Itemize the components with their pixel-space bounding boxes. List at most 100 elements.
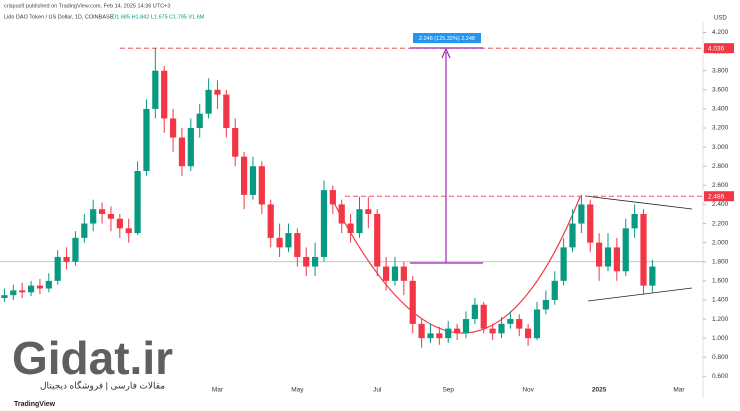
candle-body: [365, 209, 372, 214]
candle-body: [613, 247, 620, 272]
y-tick-label: 2.000: [712, 239, 729, 246]
arrow-head: [441, 47, 451, 59]
candle-body: [161, 70, 168, 119]
candle-body: [409, 280, 416, 324]
y-tick-label: 3.800: [712, 67, 729, 74]
candle-body: [622, 228, 629, 272]
candle-body: [196, 113, 203, 129]
candle-body: [240, 156, 248, 195]
candle-body: [249, 166, 257, 195]
x-tick-label: May: [291, 387, 304, 394]
y-tick-label: 1.000: [712, 335, 729, 342]
ohlc-text: O1.685 H1.842 L1.675 C1.795 V1.6M: [112, 14, 205, 20]
candle-body: [649, 266, 656, 286]
x-tick-label: Mar: [212, 387, 224, 394]
y-tick-label: 1.800: [712, 258, 729, 265]
price-tag: [704, 43, 734, 54]
candle-body: [320, 190, 328, 257]
price-tag-label: 4.036: [708, 45, 725, 52]
measure-label: 2.248 (125.32%) 2.248: [419, 36, 475, 42]
price-tag: [704, 191, 734, 202]
y-tick-label: 2.600: [712, 182, 729, 189]
candle-body: [54, 256, 61, 281]
logo: TradingView: [14, 401, 56, 408]
candle-body: [382, 266, 390, 281]
y-tick-label: 1.200: [712, 316, 729, 323]
candle-body: [169, 118, 177, 138]
candle-body: [391, 266, 399, 281]
x-tick-label: Sep: [442, 387, 454, 394]
candle-body: [640, 213, 647, 286]
y-tick-label: 3.400: [712, 106, 729, 113]
candle-body: [436, 333, 443, 339]
candle-body: [507, 319, 514, 324]
publisher: crispus9 published on TradingView.com, F…: [4, 3, 170, 9]
candle-body: [329, 190, 336, 205]
candle-body: [587, 204, 594, 243]
x-tick-label: 2025: [592, 387, 607, 394]
candle-body: [63, 256, 70, 262]
candle-body: [134, 171, 141, 234]
candle-body: [45, 280, 52, 289]
y-tick-label: 4.200: [712, 29, 729, 36]
x-tick-label: Jul: [373, 387, 382, 394]
candle-body: [489, 328, 496, 334]
candle-body: [356, 209, 363, 234]
candle-body: [400, 266, 407, 281]
candle-body: [596, 242, 603, 267]
candle-body: [453, 328, 461, 334]
candle-body: [125, 228, 132, 234]
candle-body: [107, 213, 115, 219]
candle-body: [152, 70, 159, 109]
candle-body: [258, 166, 265, 205]
candle-body: [19, 290, 26, 293]
candle-body: [542, 299, 549, 310]
candle-body: [90, 209, 97, 224]
candle-body: [480, 304, 487, 329]
candle-body: [578, 204, 585, 224]
y-tick-label: 3.000: [712, 144, 729, 151]
candle-body: [427, 333, 434, 339]
candle-body: [27, 285, 35, 293]
candle-body: [36, 285, 44, 289]
candle-body: [10, 290, 17, 296]
candle-body: [311, 256, 319, 267]
candle-body: [631, 213, 638, 229]
y-tick-label: 3.200: [712, 125, 729, 132]
candle-body: [445, 328, 452, 339]
candle-body: [347, 223, 354, 234]
y-tick-label: 1.400: [712, 297, 729, 304]
candle-body: [374, 213, 381, 267]
y-tick-label: 2.200: [712, 220, 729, 227]
currency: USD: [714, 16, 727, 22]
candle-body: [560, 247, 567, 281]
y-tick-label: 1.600: [712, 278, 729, 285]
triangle-bottom: [587, 287, 693, 302]
candle-body: [462, 319, 470, 334]
candle-body: [232, 128, 239, 157]
candle-body: [604, 247, 612, 267]
y-tick-label: 2.400: [712, 201, 729, 208]
candle-body: [294, 233, 301, 257]
candle-body: [471, 304, 478, 320]
candle-body: [72, 237, 79, 262]
measure-box: [413, 33, 481, 43]
candle-body: [533, 309, 541, 339]
candle-body: [551, 280, 558, 300]
candle-body: [525, 328, 532, 339]
candle-body: [98, 209, 106, 214]
candle-body: [418, 323, 425, 339]
chart-title: Lido DAO Token / US Dollar, 1D, COINBASE: [4, 14, 114, 20]
y-tick-label: 0.600: [712, 373, 729, 380]
candle-body: [223, 94, 230, 129]
candle-body: [267, 204, 274, 238]
candle-body: [187, 128, 194, 167]
watermark-sub: مقالات فارسی | فروشگاه دیجیتال: [40, 379, 165, 391]
candle-body: [569, 223, 576, 248]
candle-body: [338, 204, 345, 224]
candle-body: [116, 218, 123, 229]
candle-body: [143, 108, 150, 172]
candle-body: [498, 323, 505, 334]
y-tick-label: 3.600: [712, 87, 729, 94]
